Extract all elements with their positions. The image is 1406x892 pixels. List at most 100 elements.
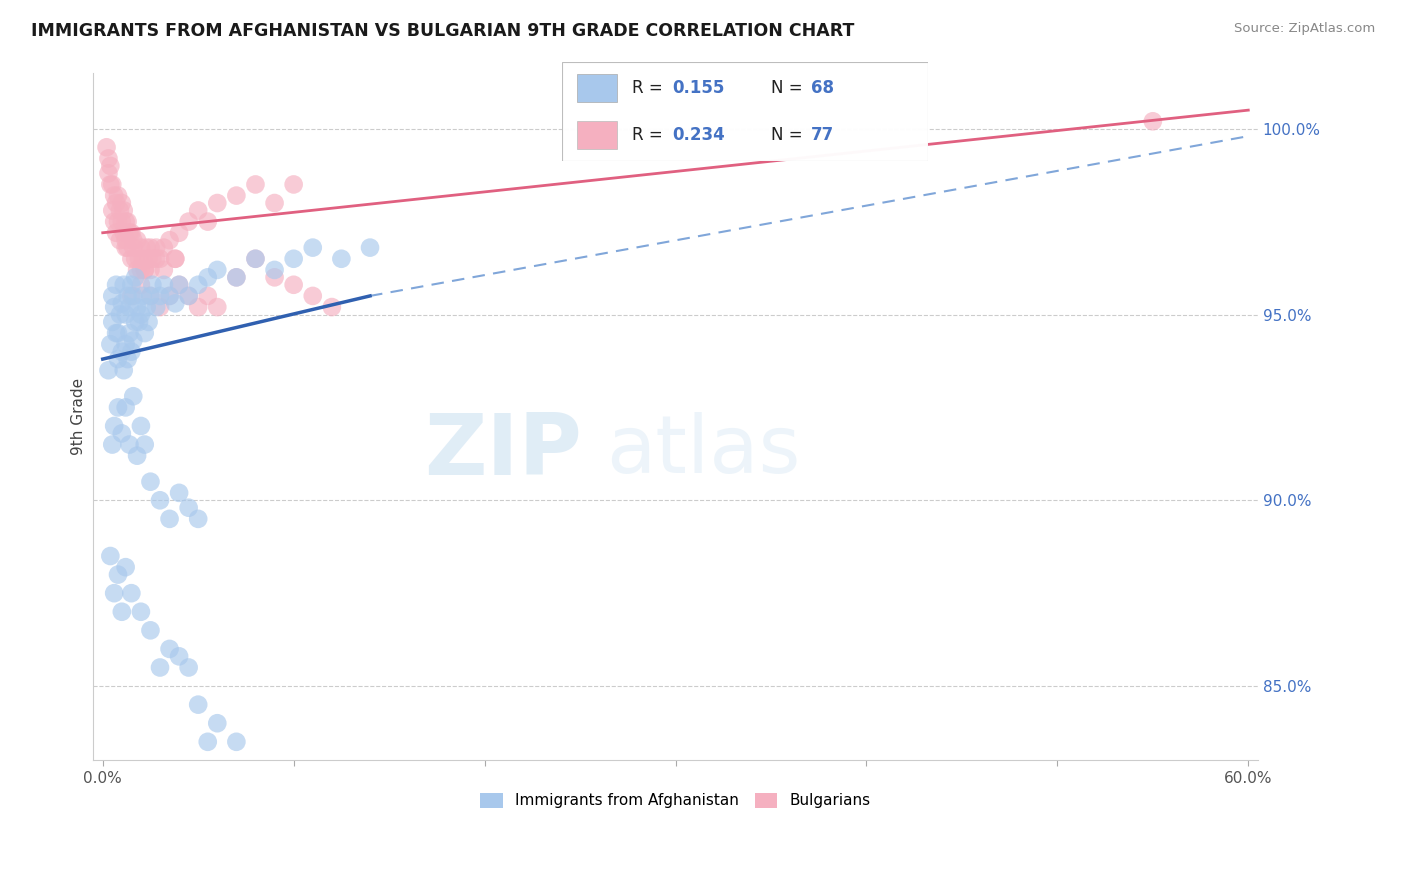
Point	[120, 289, 142, 303]
Point	[111, 605, 134, 619]
Point	[111, 426, 134, 441]
Point	[107, 352, 129, 367]
Point	[129, 277, 152, 292]
Point	[225, 735, 247, 749]
Point	[225, 188, 247, 202]
Point	[105, 226, 128, 240]
Point	[134, 263, 156, 277]
Point	[117, 214, 139, 228]
Point	[112, 363, 135, 377]
Point	[330, 252, 353, 266]
Point	[114, 401, 136, 415]
Point	[124, 270, 146, 285]
Point	[103, 188, 125, 202]
Point	[114, 233, 136, 247]
Text: R =: R =	[631, 79, 662, 97]
Text: N =: N =	[770, 79, 803, 97]
Point	[159, 233, 181, 247]
Point	[134, 437, 156, 451]
Text: N =: N =	[770, 126, 803, 144]
Point	[159, 641, 181, 656]
Point	[103, 300, 125, 314]
Point	[187, 300, 209, 314]
Legend: Immigrants from Afghanistan, Bulgarians: Immigrants from Afghanistan, Bulgarians	[474, 787, 877, 814]
Point	[111, 196, 134, 211]
Point	[207, 196, 229, 211]
Point	[177, 214, 200, 228]
Text: Source: ZipAtlas.com: Source: ZipAtlas.com	[1234, 22, 1375, 36]
Point	[107, 188, 129, 202]
Point	[114, 337, 136, 351]
Point	[159, 289, 181, 303]
Text: atlas: atlas	[606, 412, 800, 490]
Point	[177, 660, 200, 674]
Point	[132, 289, 155, 303]
Point	[107, 567, 129, 582]
Text: ZIP: ZIP	[425, 409, 582, 492]
FancyBboxPatch shape	[576, 121, 617, 149]
Point	[197, 289, 219, 303]
Point	[139, 289, 162, 303]
Point	[118, 226, 141, 240]
Point	[101, 315, 124, 329]
Point	[120, 344, 142, 359]
Point	[167, 226, 190, 240]
Point	[149, 300, 172, 314]
Point	[263, 263, 285, 277]
Point	[129, 605, 152, 619]
Point	[132, 252, 155, 266]
Point	[149, 660, 172, 674]
Point	[159, 512, 181, 526]
Point	[105, 326, 128, 340]
Point	[103, 214, 125, 228]
Point	[197, 270, 219, 285]
Point	[177, 500, 200, 515]
Point	[187, 512, 209, 526]
Point	[107, 401, 129, 415]
Point	[207, 263, 229, 277]
Point	[101, 203, 124, 218]
Point	[128, 315, 150, 329]
Point	[145, 252, 167, 266]
Point	[98, 159, 121, 173]
Point	[149, 493, 172, 508]
Point	[103, 586, 125, 600]
Point	[120, 252, 142, 266]
Point	[111, 296, 134, 310]
Point	[177, 289, 200, 303]
Text: IMMIGRANTS FROM AFGHANISTAN VS BULGARIAN 9TH GRADE CORRELATION CHART: IMMIGRANTS FROM AFGHANISTAN VS BULGARIAN…	[31, 22, 855, 40]
Point	[153, 263, 176, 277]
Point	[112, 226, 135, 240]
Point	[122, 389, 145, 403]
Point	[139, 475, 162, 489]
Point	[129, 419, 152, 434]
Point	[321, 300, 343, 314]
Point	[187, 203, 209, 218]
Point	[114, 214, 136, 228]
Point	[120, 277, 142, 292]
Point	[135, 300, 157, 314]
Point	[101, 289, 124, 303]
Point	[165, 252, 187, 266]
Point	[245, 252, 267, 266]
Point	[117, 289, 139, 303]
Text: 68: 68	[811, 79, 834, 97]
Point	[167, 486, 190, 500]
Point	[263, 270, 285, 285]
Point	[283, 178, 305, 192]
Point	[129, 263, 152, 277]
Point	[118, 300, 141, 314]
Point	[167, 277, 190, 292]
Point	[97, 363, 120, 377]
Point	[111, 214, 134, 228]
Text: 0.155: 0.155	[672, 79, 724, 97]
Point	[207, 300, 229, 314]
Point	[98, 178, 121, 192]
Point	[114, 308, 136, 322]
Point	[111, 344, 134, 359]
Point	[129, 308, 152, 322]
Point	[122, 233, 145, 247]
Point	[112, 277, 135, 292]
Point	[127, 263, 149, 277]
Point	[141, 252, 163, 266]
